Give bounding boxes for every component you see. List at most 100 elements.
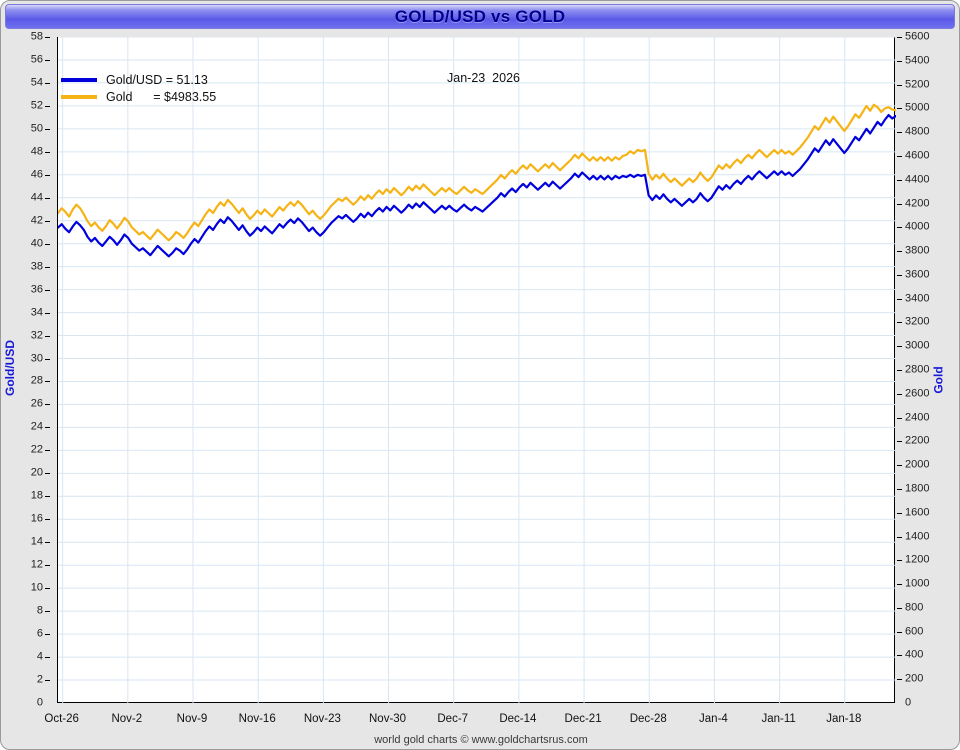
left-axis-tick-label: 54 (30, 76, 43, 89)
left-axis-tick-label: 2 (36, 673, 43, 686)
left-axis-tick-label: 38 (30, 260, 43, 273)
left-axis-title: Gold/USD (3, 340, 17, 396)
right-axis-tick-label: 4600 (905, 149, 930, 162)
series-lines (58, 103, 896, 258)
right-axis-tick-label: 2800 (905, 363, 930, 376)
left-axis-tick-mark (45, 496, 50, 498)
left-axis-tick-label: 28 (30, 374, 43, 387)
left-axis-tick-label: 24 (30, 420, 43, 433)
right-axis-tick-label: 0 (905, 696, 912, 709)
plot-area (57, 37, 896, 703)
right-axis-tick-mark (897, 370, 902, 371)
right-axis-tick-mark (897, 60, 902, 62)
right-axis-tick-mark (897, 679, 902, 681)
left-axis-tick-mark (45, 381, 50, 383)
legend-swatch-gold (61, 94, 97, 99)
right-axis-tick-label: 5400 (905, 54, 930, 67)
left-axis-tick-label: 6 (36, 627, 43, 640)
right-axis-tick-mark (897, 274, 902, 276)
x-axis-tick-label: Nov-30 (368, 713, 407, 725)
right-axis-title: Gold (931, 366, 946, 394)
left-axis-tick-mark (45, 358, 50, 360)
left-axis-tick-label: 30 (30, 352, 43, 365)
right-axis-tick-label: 2400 (905, 411, 930, 424)
left-axis-tick-mark (45, 680, 50, 682)
right-axis-tick-mark (897, 132, 902, 134)
right-axis-tick-mark (897, 251, 902, 253)
date-stamp: Jan-23 2026 (447, 71, 520, 85)
left-axis-tick-label: 0 (36, 696, 43, 709)
left-axis-tick-label: 58 (30, 30, 43, 43)
page-title: GOLD/USD vs GOLD (394, 6, 566, 26)
left-axis-tick-mark (45, 197, 50, 199)
left-axis-tick-mark (45, 220, 50, 222)
right-axis-tick-mark (897, 346, 902, 348)
right-axis-tick-label: 1800 (905, 482, 930, 495)
right-axis-tick-label: 4400 (905, 173, 930, 186)
chart-plot-svg (58, 37, 896, 703)
window-titlebar: GOLD/USD vs GOLD (5, 4, 955, 29)
right-axis-tick-label: 1000 (905, 577, 930, 590)
left-axis-tick-label: 22 (30, 443, 43, 456)
x-axis-tick-label: Nov-9 (176, 713, 208, 725)
x-axis-tick-label: Nov-2 (111, 713, 143, 725)
left-axis-tick-mark (45, 473, 50, 475)
left-axis-tick-label: 12 (30, 558, 43, 571)
left-axis-tick-label: 32 (30, 329, 43, 342)
series-line-gold-usd (58, 113, 896, 258)
x-axis-tick-label: Jan-4 (699, 713, 728, 725)
left-axis-tick-mark (45, 542, 50, 544)
right-axis-tick-label: 4000 (905, 220, 930, 233)
left-axis-tick-mark (45, 657, 50, 659)
x-axis-tick-label: Dec-21 (564, 713, 602, 725)
x-axis-tick-label: Dec-14 (499, 713, 537, 725)
right-axis-tick-mark (897, 607, 902, 609)
left-axis-tick-label: 46 (30, 168, 43, 181)
x-axis-tick-label: Jan-11 (761, 713, 796, 725)
right-axis-tick-label: 400 (905, 648, 924, 661)
left-axis-tick-label: 34 (30, 306, 43, 319)
right-axis-tick-label: 4200 (905, 197, 930, 209)
left-axis-tick-mark (45, 289, 50, 291)
right-axis-tick-mark (897, 84, 902, 86)
left-axis-tick-label: 14 (30, 535, 43, 548)
right-axis-tick-mark (897, 322, 902, 324)
left-axis-tick-mark (45, 519, 50, 521)
left-axis-tick-mark (45, 82, 50, 84)
right-axis-tick-label: 200 (905, 672, 924, 685)
right-axis-tick-label: 1400 (905, 530, 930, 542)
left-axis-tick-mark (45, 634, 50, 636)
left-axis-tick-label: 44 (30, 191, 43, 204)
legend-label-gold-usd: Gold/USD = 51.13 (106, 72, 208, 87)
left-axis-tick-label: 4 (36, 650, 43, 663)
right-axis-tick-label: 3400 (905, 292, 930, 305)
right-axis-tick-mark (897, 108, 902, 110)
left-axis-tick-mark (45, 105, 50, 107)
right-axis-tick-label: 1600 (905, 506, 930, 519)
right-axis-tick-mark (897, 465, 902, 467)
right-axis-tick-mark (897, 179, 902, 181)
right-axis-tick-mark (897, 560, 902, 562)
right-axis-tick-label: 2000 (905, 458, 930, 471)
x-axis-tick-label: Dec-7 (437, 713, 469, 725)
left-axis-tick-mark (45, 427, 50, 429)
right-axis-tick-mark (897, 393, 902, 395)
left-axis-tick-mark (45, 450, 50, 452)
right-axis-tick-label: 3000 (905, 339, 930, 352)
legend-swatch-gold-usd (61, 77, 97, 82)
right-axis-tick-mark (897, 655, 902, 657)
right-axis-tick-label: 1200 (905, 553, 930, 566)
right-axis-tick-mark (897, 155, 902, 157)
right-axis-tick-mark (897, 298, 902, 300)
right-axis-tick-label: 5600 (905, 30, 930, 43)
left-axis-tick-label: 36 (30, 283, 43, 296)
left-axis-tick-mark (45, 128, 50, 130)
left-axis-tick-label: 8 (36, 604, 43, 617)
right-axis-tick-mark (897, 584, 902, 586)
left-axis-tick-mark (45, 312, 50, 314)
chart-legend: Gold/USD = 51.13 Gold = $4983.55 (61, 71, 321, 105)
right-axis-tick-mark (897, 37, 902, 38)
right-axis-tick-label: 2200 (905, 434, 930, 447)
left-axis-tick-mark (45, 266, 50, 268)
